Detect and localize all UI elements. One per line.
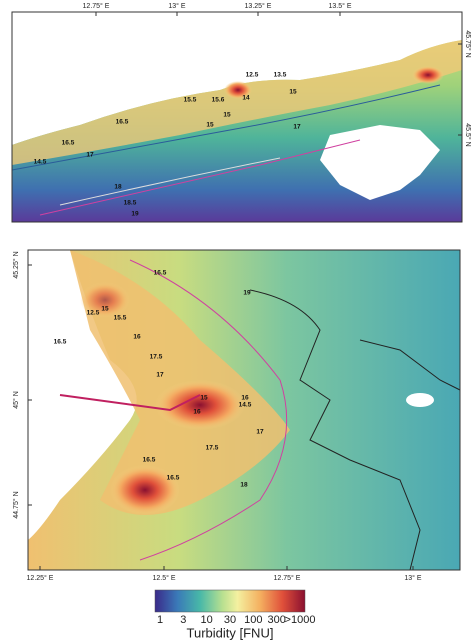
map-panel-bottom [27, 249, 461, 571]
cloud [406, 393, 434, 407]
contour-label: 15 [206, 122, 214, 129]
contour-label: 16.5 [62, 140, 75, 147]
lon-label: 13.25° E [245, 2, 272, 10]
contour-label: 16.5 [54, 339, 67, 346]
plume [155, 380, 245, 430]
lon-label: 12.5° E [152, 574, 175, 582]
contour-label: 16.5 [116, 119, 129, 126]
map-panel-top [11, 11, 463, 223]
colorbar-title: Turbidity [FNU] [187, 625, 274, 640]
contour-label: 14.5 [239, 402, 252, 409]
contour-label: 15 [223, 112, 231, 119]
contour-label: 17 [156, 372, 164, 379]
colorbar-tick-label: >1000 [285, 614, 316, 626]
contour-label: 19 [131, 211, 139, 218]
contour [59, 157, 281, 206]
frame [11, 11, 463, 223]
contour-label: 16 [193, 409, 201, 416]
frame [27, 249, 461, 571]
contour-label: 13.5 [274, 72, 287, 79]
contour-label: 15.5 [114, 315, 127, 322]
plume [80, 282, 130, 318]
lon-label: 13.5° E [328, 2, 351, 10]
lon-label: 12.75° E [274, 574, 301, 582]
colorbar [154, 589, 306, 613]
colorbar-tick-label: 1 [157, 614, 163, 626]
contour [129, 259, 288, 561]
contour-label: 16 [133, 334, 141, 341]
contour-label: 17.5 [150, 354, 163, 361]
colorbar-tick-label: 300 [267, 614, 285, 626]
lat-label: 44.75° N [12, 491, 20, 518]
colorbar-tick-label: 10 [201, 614, 213, 626]
contour-label: 15 [101, 306, 109, 313]
plume [412, 66, 444, 84]
lon-label: 12.25° E [27, 574, 54, 582]
plume [224, 81, 252, 99]
contour-label: 15 [289, 89, 297, 96]
coastal-turbid-band [12, 40, 462, 165]
contour-label: 17 [256, 429, 264, 436]
contour-label: 17 [293, 124, 301, 131]
contour-label: 18.5 [124, 200, 137, 207]
colorbar-tick-label: 30 [224, 614, 236, 626]
land [12, 12, 462, 145]
lat-label: 45° N [12, 391, 20, 409]
lat-label: 45.75° N [464, 30, 472, 57]
contour [249, 289, 421, 571]
contour-label: 12.5 [246, 72, 259, 79]
colorbar-tick-label: 100 [244, 614, 262, 626]
contour-label: 16.5 [154, 270, 167, 277]
contour-label: 15 [200, 395, 208, 402]
colorbar-tick-label: 3 [180, 614, 186, 626]
contour-label: 12.5 [87, 310, 100, 317]
lon-label: 13° E [404, 574, 422, 582]
lon-label: 12.75° E [83, 2, 110, 10]
plume [110, 465, 180, 515]
contour-label: 17 [86, 152, 94, 159]
contour-label: 17.5 [206, 445, 219, 452]
contour-label: 19 [243, 290, 251, 297]
contour-label: 16 [241, 395, 249, 402]
contour-label: 15.5 [184, 97, 197, 104]
lat-label: 45.5° N [464, 123, 472, 146]
contour-label: 18 [240, 482, 248, 489]
contour [11, 84, 441, 171]
contour-label: 14 [242, 95, 250, 102]
coastal-turbid-band [70, 250, 290, 515]
contour [359, 339, 461, 391]
contour-label: 14.5 [34, 159, 47, 166]
river [59, 394, 201, 412]
contour-label: 18 [114, 184, 122, 191]
land [28, 250, 137, 540]
contour-label: 16.5 [143, 457, 156, 464]
land [320, 125, 440, 200]
lon-label: 13° E [168, 2, 186, 10]
contour-label: 15.6 [212, 97, 225, 104]
contour-label: 16.5 [167, 475, 180, 482]
lat-label: 45.25° N [12, 251, 20, 278]
contour [39, 139, 361, 216]
